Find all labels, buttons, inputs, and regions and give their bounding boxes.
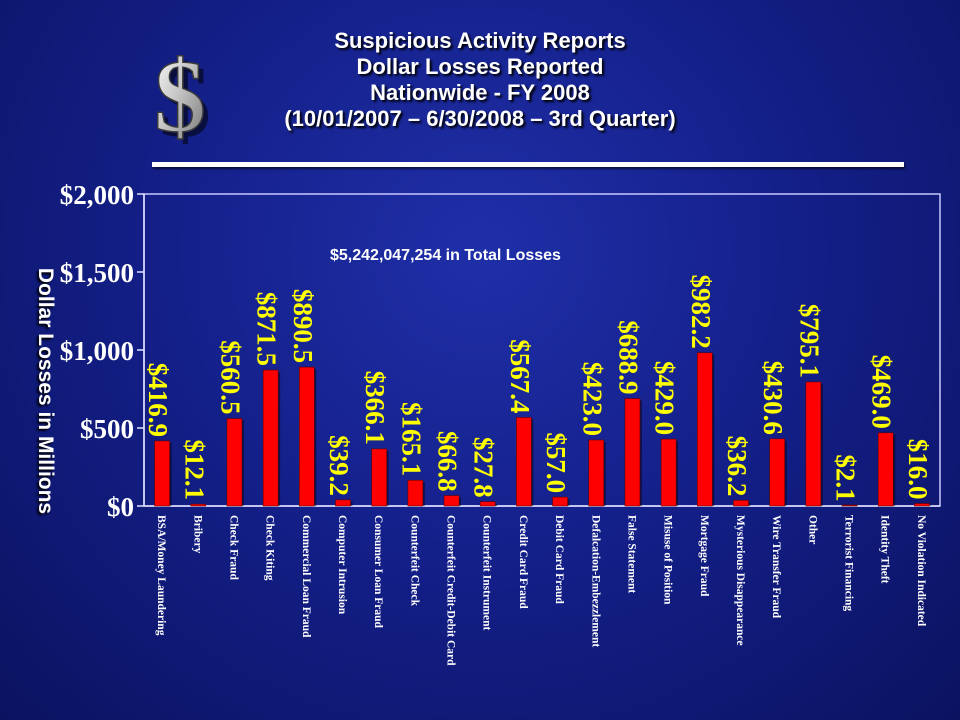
bar	[624, 398, 641, 507]
value-label: $423.0	[577, 362, 607, 436]
category-label: Misuse of Position	[662, 515, 674, 605]
y-tick-label: $1,000	[60, 336, 134, 366]
category-label: Bribery	[191, 515, 203, 554]
bar	[733, 500, 749, 507]
value-label: $39.2	[324, 435, 354, 496]
title-divider	[152, 162, 904, 167]
value-label: $416.9	[143, 363, 173, 437]
category-label: Counterfeit Instrument	[481, 515, 493, 630]
y-tick-label: $500	[80, 414, 134, 444]
y-tick-label: $0	[107, 492, 134, 522]
bar	[262, 369, 279, 507]
value-label: $27.8	[469, 437, 499, 498]
value-label: $2.1	[831, 454, 861, 501]
y-tick-label: $1,500	[60, 258, 134, 288]
bar	[299, 366, 315, 507]
value-label: $890.5	[288, 289, 318, 363]
value-label: $12.1	[179, 439, 209, 500]
bar	[697, 352, 713, 507]
bar	[914, 503, 930, 507]
category-label: Other	[806, 515, 818, 544]
title-line-3: Nationwide - FY 2008	[370, 80, 590, 105]
value-label: $366.1	[360, 371, 390, 445]
total-losses-annotation: $5,242,047,254 in Total Losses	[330, 247, 561, 264]
category-label: No Violation Indicated	[915, 515, 927, 627]
category-label: Defalcation-Embezzlement	[589, 515, 601, 647]
category-label: Wire Transfer Fraud	[770, 515, 782, 619]
category-label: Credit Card Fraud	[517, 515, 529, 609]
y-tick-label: $2,000	[60, 180, 134, 210]
bar	[877, 432, 894, 507]
bar	[226, 418, 243, 507]
value-label: $688.9	[613, 320, 643, 394]
value-label: $795.1	[794, 304, 824, 378]
value-label: $430.6	[758, 361, 788, 435]
dollar-sign-shadow: $	[159, 44, 211, 152]
category-label: Mysterious Disappearance	[734, 515, 746, 646]
category-label: Check Fraud	[227, 515, 239, 580]
category-label: Identity Theft	[879, 515, 891, 584]
bar	[407, 479, 424, 507]
bar	[516, 417, 532, 507]
value-label: $560.5	[215, 340, 245, 414]
bar	[805, 381, 822, 507]
bar	[154, 440, 170, 507]
value-label: $469.0	[867, 355, 897, 429]
title-line-4: (10/01/2007 – 6/30/2008 – 3rd Quarter)	[284, 106, 676, 131]
title-line-1: Suspicious Activity Reports	[334, 28, 626, 53]
bar	[335, 499, 351, 507]
bar	[371, 448, 387, 507]
category-label: False Statement	[625, 515, 637, 593]
category-label: Terrorist Financing	[843, 515, 855, 611]
dollar-sign-icon: $ $	[153, 42, 211, 152]
chart-title: Suspicious Activity Reports Dollar Losse…	[200, 28, 760, 132]
title-line-2: Dollar Losses Reported	[356, 54, 604, 79]
value-label: $66.8	[433, 431, 463, 492]
value-label: $429.0	[650, 361, 680, 435]
value-label: $567.4	[505, 339, 535, 413]
bar	[769, 438, 785, 507]
category-label: Check Kiting	[264, 515, 276, 581]
category-label: Mortgage Fraud	[698, 515, 710, 597]
bar	[660, 438, 677, 507]
category-label: Counterfeit Check	[408, 515, 420, 607]
value-label: $57.0	[541, 432, 571, 493]
category-label: Debit Card Fraud	[553, 515, 565, 604]
category-label: Consumer Loan Fraud	[372, 515, 384, 628]
value-label: $16.0	[903, 439, 933, 500]
bar	[479, 501, 496, 507]
bar	[443, 495, 460, 507]
bar	[190, 503, 207, 507]
bar	[552, 496, 568, 507]
value-label: $165.1	[396, 402, 426, 476]
value-label: $36.2	[722, 436, 752, 497]
bar	[841, 504, 858, 507]
value-label: $982.2	[686, 275, 716, 349]
category-label: BSA/Money Laundering	[155, 515, 167, 636]
bar	[588, 439, 605, 507]
value-label: $871.5	[252, 292, 282, 366]
category-label: Computer Intrusion	[336, 515, 348, 615]
category-label: Counterfeit Credit-Debit Card	[445, 515, 457, 666]
category-label: Commercial Loan Fraud	[300, 515, 312, 638]
dollar-sign-glyph: $	[154, 42, 206, 152]
